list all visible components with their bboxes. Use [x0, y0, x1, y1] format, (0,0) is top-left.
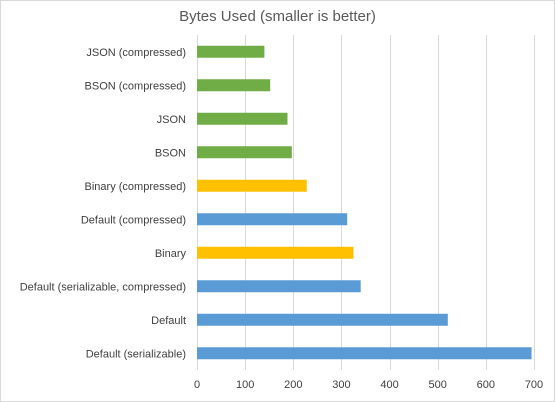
bar-4	[197, 179, 307, 192]
category-label: Binary	[155, 248, 187, 260]
bar-7	[197, 280, 361, 293]
category-label: JSON (compressed)	[86, 47, 186, 59]
category-label: BSON (compressed)	[85, 80, 186, 92]
x-tick-label: 500	[429, 379, 447, 391]
bar-1	[197, 79, 271, 92]
bar-5	[197, 213, 348, 226]
category-label: BSON	[155, 147, 186, 159]
bars	[197, 45, 532, 360]
category-label: Default (serializable, compressed)	[20, 281, 186, 293]
category-label: Default (serializable)	[86, 348, 186, 360]
x-tick-labels: 0 100 200 300 400 500 600 700	[194, 379, 543, 391]
bar-0	[197, 45, 265, 58]
category-label: Default	[151, 315, 186, 327]
category-label: JSON	[157, 114, 186, 126]
x-tick-label: 200	[284, 379, 302, 391]
bar-3	[197, 146, 292, 159]
bar-6	[197, 246, 354, 259]
bar-9	[197, 347, 532, 360]
category-label: Default (compressed)	[81, 214, 186, 226]
bar-2	[197, 112, 288, 125]
x-tick-label: 100	[236, 379, 254, 391]
x-tick-label: 0	[194, 379, 200, 391]
chart-title: Bytes Used (smaller is better)	[179, 8, 376, 25]
category-labels: JSON (compressed) BSON (compressed) JSON BS…	[20, 47, 187, 361]
x-tick-label: 400	[380, 379, 398, 391]
x-tick-label: 700	[525, 379, 543, 391]
x-tick-label: 300	[332, 379, 350, 391]
category-label: Binary (compressed)	[85, 181, 186, 193]
x-tick-label: 600	[477, 379, 495, 391]
bar-8	[197, 313, 448, 326]
